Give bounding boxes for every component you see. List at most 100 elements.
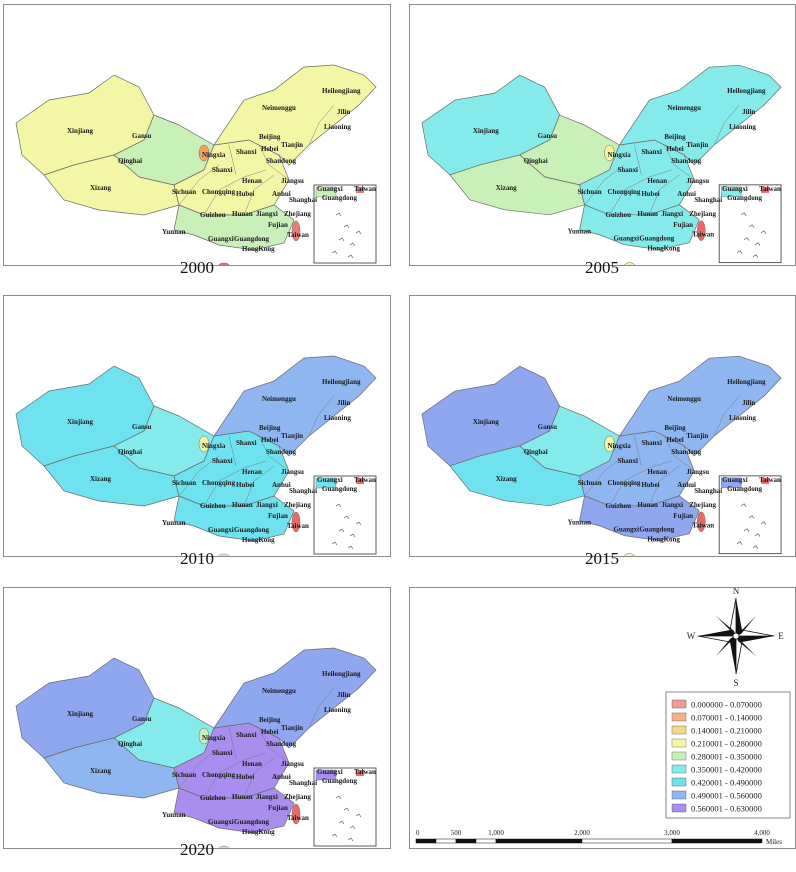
year-label: 2005 [585,258,619,277]
province-label-shanxi2: Shanxi [212,457,233,465]
legend-swatch [671,738,687,748]
province-label-xinjiang: Xinjiang [67,418,94,426]
map-panel-2015: Xinjiang Gansu Qinghai Xizang Neimenggu Heilo… [409,295,796,568]
province-label-heilongjiang: Heilongjiang [322,378,361,386]
scale-tick-label: 1,000 [488,829,504,837]
compass-rose-icon: N E S W [687,586,785,688]
province-label-hubei: Hubei [641,190,659,198]
ningxia-region [198,435,210,453]
taiwan-region [697,511,706,532]
scale-tick-label: 0 [416,829,420,837]
compass-s: S [733,678,738,688]
province-label-guangdong: Guangdong [234,235,270,243]
province-label-fujian: Fujian [268,512,288,520]
province-label-jiangxi: Jiangxi [661,501,683,509]
province-label-shanxi2: Shanxi [212,166,233,174]
legend-label: 0.350001 - 0.420000 [691,765,762,775]
province-label-sichuan: Sichuan [172,771,196,779]
province-label-fujian: Fujian [268,804,288,812]
legend-swatch [671,725,687,735]
scale-tick-label: 3,000 [664,829,680,837]
south-china-sea-inset [313,767,377,847]
legend-swatch [671,712,687,722]
province-label-anhui: Anhui [677,481,696,489]
province-label-shanxi1: Shanxi [236,731,257,739]
legend-label: 0.210001 - 0.280000 [691,739,762,749]
legend-label: 0.420001 - 0.490000 [691,778,762,788]
province-label-ningxia: Ningxia [202,734,226,742]
province-label-qinghai: Qinghai [118,448,142,456]
compass-w: W [687,631,696,641]
ningxia-region [198,727,210,745]
province-label-chongqing: Chongqing [607,188,640,196]
province-label-zhejiang: Zhejiang [284,501,311,509]
province-label-chongqing: Chongqing [202,771,236,779]
legend-label: 0.490001 - 0.560000 [691,791,762,801]
province-label-jilin: Jilin [742,108,755,116]
province-label-guangxi: Guangxi [208,235,234,243]
year-label: 2020 [180,840,214,859]
scale-tick-label: 4,000 [754,829,770,837]
province-label-beijing: Beijing [664,133,686,141]
province-label-inset_taiwan: Taiwan [354,185,376,193]
province-label-hebei: Hebei [666,436,683,444]
legend-swatch [671,764,687,774]
province-label-qinghai: Qinghai [118,740,142,748]
province-label-xizang: Xizang [496,475,517,483]
map-panel-2020: Xinjiang Gansu Qinghai Xizang Neimenggu Heilo… [3,587,391,860]
province-label-jiangxi: Jiangxi [661,210,683,218]
legend-swatch [671,790,687,800]
province-label-shandong: Shandong [266,740,296,748]
province-label-yunnan: Yunnan [162,228,186,236]
map-region [213,64,377,166]
province-label-hunan: Hunan [232,793,253,801]
province-label-anhui: Anhui [272,481,291,489]
province-label-jiangxi: Jiangxi [256,501,278,509]
province-label-hebei: Hebei [261,728,279,736]
province-label-jilin: Jilin [742,399,755,407]
province-label-liaoning: Liaoning [729,414,756,422]
province-label-shanghai: Shanghai [289,779,317,787]
year-label: 2010 [180,549,214,568]
province-label-shanghai: Shanghai [289,487,317,495]
province-label-chongqing: Chongqing [202,479,236,487]
province-label-inset_guangdong: Guangdong [322,777,358,785]
province-label-gansu: Gansu [132,423,152,431]
china-map: Xinjiang Gansu Qinghai Xizang Neimenggu Heilo… [15,355,377,568]
province-label-jiangsu: Jiangsu [281,468,304,476]
province-label-anhui: Anhui [677,190,696,198]
map-panel-2005: Xinjiang Gansu Qinghai Xizang Neimenggu Heilo… [409,4,796,277]
province-label-inset_taiwan: Taiwan [759,185,781,193]
province-label-jiangsu: Jiangsu [281,760,304,768]
province-label-hunan: Hunan [232,210,253,218]
province-label-ningxia: Ningxia [202,151,226,159]
province-label-guizhou: Guizhou [605,502,631,510]
province-label-heilongjiang: Heilongjiang [322,670,361,678]
scale-tick-label: 2,000 [574,829,590,837]
province-label-xinjiang: Xinjiang [67,710,94,718]
legend-swatch [671,751,687,761]
province-label-xizang: Xizang [90,184,112,192]
province-label-neimenggu: Neimenggu [262,395,296,403]
legend-label: 0.280001 - 0.350000 [691,752,762,762]
china-map: Xinjiang Gansu Qinghai Xizang Neimenggu Heilo… [421,355,782,568]
province-label-guizhou: Guizhou [605,211,631,219]
map-panel-2000: Xinjiang Gansu Qinghai Xizang Neimenggu Heilo… [3,4,391,277]
province-label-ningxia: Ningxia [202,442,226,450]
province-label-hubei: Hubei [236,190,254,198]
province-label-jilin: Jilin [337,691,350,699]
province-label-inset_guangxi: Guangxi [722,185,748,193]
province-label-guangdong: Guangdong [639,235,674,243]
province-label-yunnan: Yunnan [162,519,186,527]
province-label-guangxi: Guangxi [208,818,234,826]
province-label-hunan: Hunan [637,210,658,218]
province-label-guizhou: Guizhou [200,794,226,802]
province-label-hubei: Hubei [236,773,254,781]
province-label-heilongjiang: Heilongjiang [322,87,361,95]
province-label-fujian: Fujian [268,221,288,229]
province-label-yunnan: Yunnan [568,228,592,236]
province-label-hebei: Hebei [666,145,683,153]
province-label-shanghai: Shanghai [694,487,722,495]
province-label-beijing: Beijing [259,716,281,724]
